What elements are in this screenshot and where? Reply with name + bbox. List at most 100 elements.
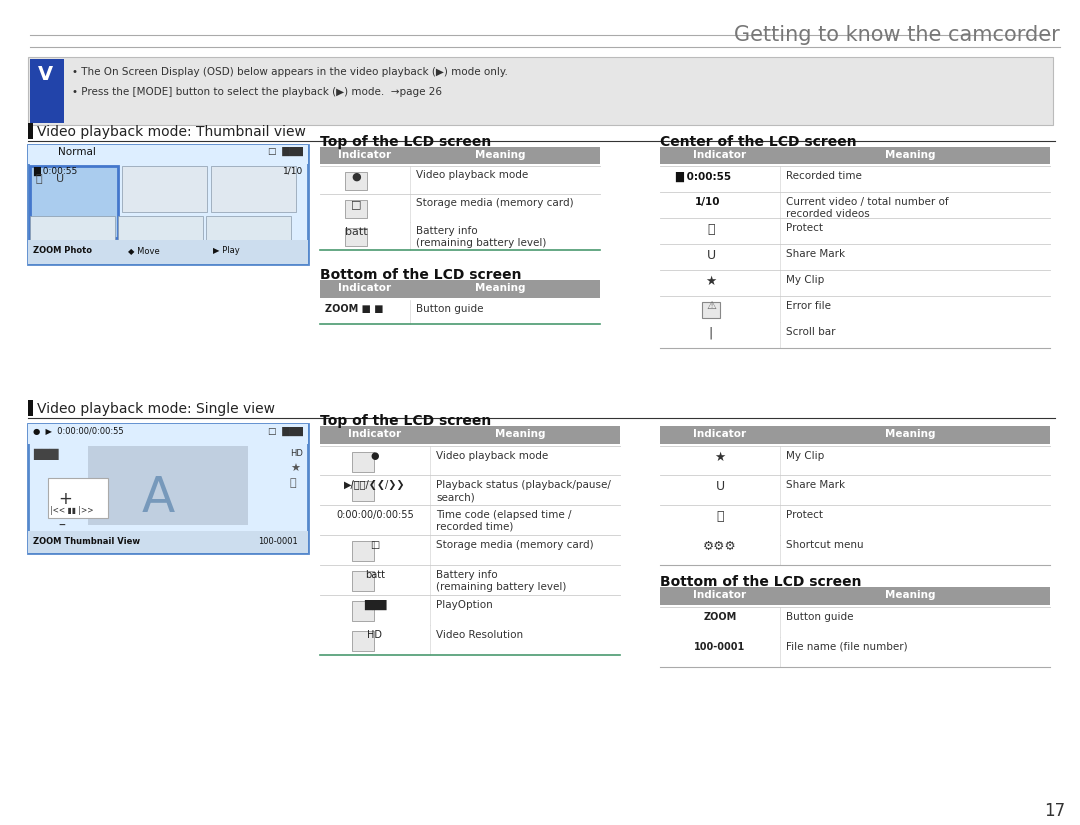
Text: Share Mark: Share Mark: [786, 480, 846, 491]
Text: ★: ★: [705, 275, 717, 288]
Bar: [702, 302, 720, 318]
Text: ★: ★: [714, 450, 726, 464]
Bar: [28, 424, 308, 444]
Text: Top of the LCD screen: Top of the LCD screen: [320, 413, 491, 427]
Text: batt: batt: [365, 570, 384, 580]
Text: ZOOM ■ ■: ZOOM ■ ■: [325, 304, 383, 314]
Text: ███: ███: [33, 449, 58, 460]
Text: HD: HD: [291, 449, 302, 458]
Text: Indicator: Indicator: [338, 149, 392, 159]
Text: □: □: [351, 200, 361, 210]
Bar: [660, 426, 1050, 444]
Bar: [345, 200, 367, 219]
Bar: [352, 482, 374, 502]
Bar: [28, 144, 308, 264]
Text: Top of the LCD screen: Top of the LCD screen: [320, 134, 491, 148]
Text: Normal: Normal: [58, 147, 96, 157]
Bar: [28, 240, 308, 264]
Text: Storage media (memory card): Storage media (memory card): [436, 540, 594, 550]
Bar: [28, 531, 308, 554]
Text: □: □: [370, 540, 380, 550]
Bar: [352, 571, 374, 592]
Text: My Clip: My Clip: [786, 275, 824, 285]
Text: □  ███: □ ███: [268, 427, 302, 436]
Text: Video playback mode: Video playback mode: [416, 171, 528, 181]
Text: • Press the [MODE] button to select the playback (▶) mode.  →page 26: • Press the [MODE] button to select the …: [72, 87, 442, 97]
Text: U: U: [706, 249, 716, 262]
Text: Recorded time: Recorded time: [786, 172, 862, 182]
Bar: [345, 172, 367, 191]
Text: ▶ Play: ▶ Play: [213, 246, 240, 255]
Text: Indicator: Indicator: [338, 283, 392, 293]
Text: █ 0:00:55: █ 0:00:55: [33, 167, 78, 176]
Text: Meaning: Meaning: [495, 429, 545, 439]
Text: Shortcut menu: Shortcut menu: [786, 540, 864, 550]
Text: HD: HD: [367, 630, 382, 640]
Text: █ 0:00:55: █ 0:00:55: [675, 172, 731, 182]
Bar: [118, 216, 203, 262]
Bar: [320, 426, 620, 444]
Text: Video playback mode: Video playback mode: [436, 450, 549, 460]
Text: +: +: [58, 490, 72, 508]
Text: ZOOM: ZOOM: [703, 612, 737, 622]
Bar: [30, 216, 114, 262]
Bar: [122, 167, 207, 212]
Text: ⚿: ⚿: [36, 174, 42, 185]
Text: My Clip: My Clip: [786, 450, 824, 460]
Text: ZOOM Thumbnail View: ZOOM Thumbnail View: [33, 537, 140, 546]
Text: ⚿: ⚿: [291, 478, 297, 488]
Text: Scroll bar: Scroll bar: [786, 327, 836, 337]
Text: Meaning: Meaning: [475, 283, 525, 293]
Text: Getting to know the camcorder: Getting to know the camcorder: [734, 25, 1059, 45]
Bar: [352, 601, 374, 621]
Text: 1/10: 1/10: [696, 197, 720, 207]
Text: Bottom of the LCD screen: Bottom of the LCD screen: [320, 268, 522, 282]
Text: Indicator: Indicator: [349, 429, 402, 439]
Text: Video playback mode: Single view: Video playback mode: Single view: [37, 402, 275, 416]
Bar: [28, 400, 33, 416]
Text: Battery info
(remaining battery level): Battery info (remaining battery level): [416, 226, 546, 248]
Bar: [320, 147, 600, 164]
Text: Video playback mode: Thumbnail view: Video playback mode: Thumbnail view: [37, 125, 306, 139]
Text: 100-0001: 100-0001: [258, 537, 298, 546]
Bar: [345, 229, 367, 246]
Bar: [30, 167, 118, 238]
Bar: [28, 144, 308, 164]
Bar: [28, 424, 308, 554]
Text: Protect: Protect: [786, 511, 823, 521]
Text: V: V: [38, 65, 53, 84]
Bar: [28, 57, 1053, 125]
Text: Battery info
(remaining battery level): Battery info (remaining battery level): [436, 570, 566, 592]
Text: • The On Screen Display (OSD) below appears in the video playback (▶) mode only.: • The On Screen Display (OSD) below appe…: [72, 67, 508, 77]
Text: ★: ★: [291, 464, 300, 474]
Text: U: U: [715, 480, 725, 493]
Text: ▶/⎯⎯/❮❮/❯❯: ▶/⎯⎯/❮❮/❯❯: [345, 480, 406, 491]
Text: |: |: [708, 327, 713, 340]
Text: Indicator: Indicator: [693, 429, 746, 439]
Text: Share Mark: Share Mark: [786, 249, 846, 259]
Bar: [28, 123, 33, 139]
Text: Video Resolution: Video Resolution: [436, 630, 523, 640]
Text: ⚠: ⚠: [706, 301, 716, 311]
Bar: [352, 631, 374, 651]
Text: Meaning: Meaning: [475, 149, 525, 159]
Text: ⚙⚙⚙: ⚙⚙⚙: [703, 540, 737, 554]
Bar: [352, 541, 374, 561]
Bar: [352, 451, 374, 472]
Text: Playback status (playback/pause/
search): Playback status (playback/pause/ search): [436, 480, 611, 502]
Text: Meaning: Meaning: [885, 590, 935, 600]
Text: File name (file number): File name (file number): [786, 642, 907, 652]
Bar: [660, 587, 1050, 605]
Text: ●: ●: [351, 172, 361, 182]
Text: Button guide: Button guide: [786, 612, 853, 622]
Text: Center of the LCD screen: Center of the LCD screen: [660, 134, 856, 148]
Text: 1/10: 1/10: [283, 167, 303, 176]
Text: PlayOption: PlayOption: [436, 600, 492, 610]
Text: Time code (elapsed time /
recorded time): Time code (elapsed time / recorded time): [436, 511, 571, 532]
Text: Current video / total number of
recorded videos: Current video / total number of recorded…: [786, 197, 948, 219]
Text: batt: batt: [345, 227, 367, 238]
Text: –: –: [58, 518, 65, 532]
Text: ●  ▶  0:00:00/0:00:55: ● ▶ 0:00:00/0:00:55: [33, 427, 123, 436]
Text: □  ███: □ ███: [268, 147, 302, 156]
Text: 100-0001: 100-0001: [694, 642, 745, 652]
